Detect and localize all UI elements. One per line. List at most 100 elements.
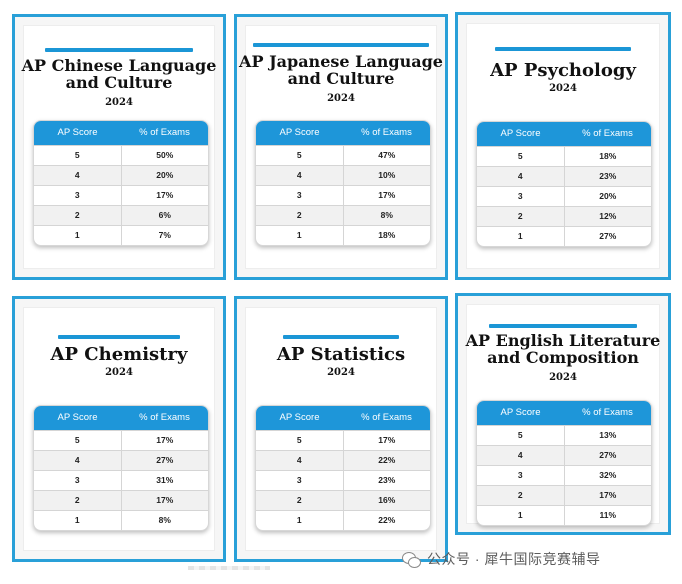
- card-year: 2024: [549, 372, 577, 383]
- table-row: 2 12%: [477, 206, 651, 226]
- card-title: AP Chinese Language and Culture: [15, 57, 223, 92]
- table-row: 4 27%: [34, 450, 208, 470]
- table-row: 3 20%: [477, 186, 651, 206]
- table-row: 3 23%: [256, 470, 430, 490]
- score-card-statistics: AP Statistics 2024 AP Score % of Exams 5…: [234, 296, 448, 562]
- table-row: 2 8%: [256, 205, 430, 225]
- header-percent-exams: % of Exams: [582, 128, 633, 139]
- card-title-line2: and Culture: [65, 73, 173, 93]
- table-header: AP Score % of Exams: [477, 122, 651, 146]
- table-row: 4 22%: [256, 450, 430, 470]
- card-year: 2024: [105, 97, 133, 108]
- row-score: 1: [34, 226, 122, 245]
- title-accent-bar: [58, 335, 180, 339]
- card-year: 2024: [327, 367, 355, 378]
- row-score: 3: [477, 466, 565, 485]
- title-accent-bar: [489, 324, 637, 328]
- row-score: 5: [256, 146, 344, 165]
- score-table: AP Score % of Exams 5 50% 4 20% 3 17% 2 6% 1…: [33, 120, 209, 246]
- row-score: 5: [477, 147, 565, 166]
- row-percent: 50%: [156, 150, 174, 160]
- row-score: 1: [256, 511, 344, 530]
- row-percent: 6%: [158, 210, 171, 220]
- table-row: 1 8%: [34, 510, 208, 530]
- score-table: AP Score % of Exams 5 18% 4 23% 3 20% 2 12% …: [476, 121, 652, 247]
- row-score: 5: [256, 431, 344, 450]
- card-title: AP Chemistry: [15, 344, 223, 365]
- card-year: 2024: [105, 367, 133, 378]
- row-score: 3: [477, 187, 565, 206]
- header-ap-score: AP Score: [57, 412, 98, 423]
- card-title-line1: AP Chinese Language: [21, 56, 217, 75]
- card-title-line1: AP English Literature: [465, 331, 661, 350]
- row-score: 5: [34, 146, 122, 165]
- table-header: AP Score % of Exams: [256, 406, 430, 430]
- card-title-line1: AP Chemistry: [50, 344, 188, 365]
- table-header: AP Score % of Exams: [34, 121, 208, 145]
- row-score: 3: [34, 186, 122, 205]
- header-ap-score: AP Score: [279, 412, 320, 423]
- row-score: 4: [256, 451, 344, 470]
- row-score: 4: [256, 166, 344, 185]
- row-score: 3: [256, 186, 344, 205]
- row-percent: 16%: [378, 495, 396, 505]
- watermark: 公众号 · 犀牛国际竞赛辅导: [402, 548, 670, 570]
- row-score: 4: [34, 451, 122, 470]
- row-score: 2: [477, 486, 565, 505]
- title-accent-bar: [253, 43, 429, 47]
- header-ap-score: AP Score: [500, 407, 541, 418]
- row-percent: 8%: [158, 515, 171, 525]
- table-row: 5 17%: [256, 430, 430, 450]
- header-ap-score: AP Score: [57, 127, 98, 138]
- score-card-chinese: AP Chinese Language and Culture 2024 AP …: [12, 14, 226, 280]
- table-row: 5 47%: [256, 145, 430, 165]
- row-percent: 23%: [599, 171, 617, 181]
- row-percent: 32%: [599, 470, 617, 480]
- row-percent: 31%: [156, 475, 174, 485]
- row-percent: 17%: [599, 490, 617, 500]
- card-title: AP Statistics: [237, 344, 445, 365]
- table-row: 3 32%: [477, 465, 651, 485]
- row-percent: 22%: [378, 515, 396, 525]
- score-card-japanese: AP Japanese Language and Culture 2024 AP…: [234, 14, 448, 280]
- row-score: 3: [256, 471, 344, 490]
- header-percent-exams: % of Exams: [361, 127, 412, 138]
- row-score: 1: [477, 227, 565, 246]
- row-percent: 22%: [378, 455, 396, 465]
- row-percent: 12%: [599, 211, 617, 221]
- row-score: 4: [477, 446, 565, 465]
- table-row: 3 17%: [256, 185, 430, 205]
- row-percent: 20%: [156, 170, 174, 180]
- card-title-line1: AP Statistics: [276, 344, 406, 365]
- table-row: 4 27%: [477, 445, 651, 465]
- card-title: AP English Literature and Composition: [458, 332, 668, 367]
- score-card-chemistry: AP Chemistry 2024 AP Score % of Exams 5 1…: [12, 296, 226, 562]
- table-row: 2 17%: [477, 485, 651, 505]
- header-ap-score: AP Score: [279, 127, 320, 138]
- row-percent: 20%: [599, 191, 617, 201]
- row-percent: 17%: [378, 435, 396, 445]
- title-accent-bar: [283, 335, 399, 339]
- header-ap-score: AP Score: [500, 128, 541, 139]
- row-score: 4: [34, 166, 122, 185]
- header-percent-exams: % of Exams: [361, 412, 412, 423]
- table-header: AP Score % of Exams: [477, 401, 651, 425]
- table-row: 1 18%: [256, 225, 430, 245]
- watermark-text: 公众号 · 犀牛国际竞赛辅导: [427, 551, 601, 567]
- row-score: 2: [256, 491, 344, 510]
- card-title-line2: and Culture: [287, 69, 395, 89]
- row-percent: 18%: [599, 151, 617, 161]
- row-percent: 11%: [599, 510, 617, 520]
- row-score: 5: [34, 431, 122, 450]
- row-percent: 17%: [156, 190, 174, 200]
- table-row: 1 11%: [477, 505, 651, 525]
- table-header: AP Score % of Exams: [34, 406, 208, 430]
- header-percent-exams: % of Exams: [139, 127, 190, 138]
- title-accent-bar: [495, 47, 631, 51]
- row-score: 1: [256, 226, 344, 245]
- table-row: 3 17%: [34, 185, 208, 205]
- row-percent: 27%: [599, 450, 617, 460]
- row-score: 4: [477, 167, 565, 186]
- row-percent: 23%: [378, 475, 396, 485]
